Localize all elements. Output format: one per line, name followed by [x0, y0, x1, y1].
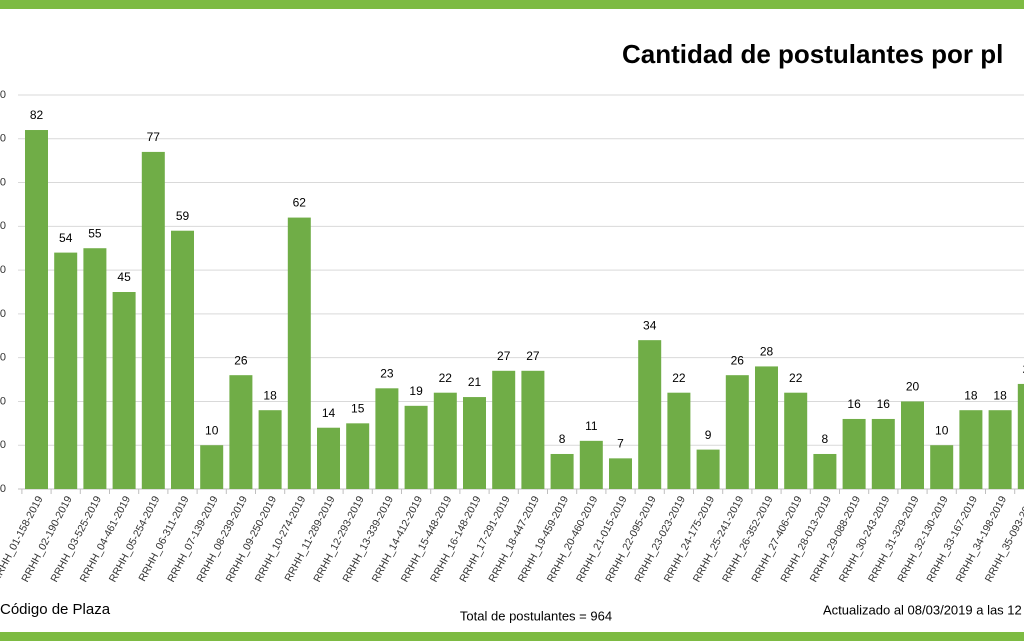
- bar: [755, 366, 778, 489]
- value-label: 14: [322, 406, 336, 420]
- bar: [258, 410, 282, 489]
- value-label: 16: [847, 397, 861, 411]
- value-label: 24: [1023, 362, 1024, 376]
- bar: [25, 130, 48, 489]
- bar: [784, 392, 808, 489]
- bar: [901, 401, 924, 489]
- bar: [141, 151, 165, 489]
- bar: [813, 453, 837, 489]
- bar: [638, 340, 662, 489]
- value-label: 15: [351, 402, 365, 416]
- bar: [112, 292, 136, 489]
- value-label: 7: [617, 437, 624, 451]
- bar: [433, 392, 457, 489]
- y-tick-label: 10: [0, 439, 6, 451]
- total-note: Total de postulantes = 964: [460, 608, 612, 623]
- value-label: 23: [380, 366, 394, 380]
- y-tick-label: 30: [0, 352, 6, 364]
- value-label: 8: [822, 432, 829, 446]
- y-tick-label: 70: [0, 176, 6, 188]
- value-label: 18: [993, 388, 1007, 402]
- y-tick-label: 50: [0, 264, 6, 276]
- bar: [54, 252, 78, 489]
- bottom-stripe: [0, 632, 1024, 641]
- bar: [1017, 383, 1024, 489]
- value-label: 10: [935, 423, 949, 437]
- bar: [463, 397, 486, 489]
- value-label: 10: [205, 423, 219, 437]
- bar: [492, 370, 516, 489]
- value-label: 45: [117, 270, 131, 284]
- bar: [229, 375, 253, 489]
- value-label: 9: [705, 428, 712, 442]
- value-label: 59: [176, 209, 190, 223]
- value-label: 82: [30, 108, 44, 122]
- value-label: 18: [263, 388, 277, 402]
- value-label: 26: [234, 353, 248, 367]
- value-label: 16: [877, 397, 891, 411]
- bar: [171, 230, 194, 489]
- value-label: 28: [760, 345, 774, 359]
- value-label: 22: [789, 371, 803, 385]
- chart-title: Cantidad de postulantes por pl: [622, 39, 1003, 69]
- bar: [317, 427, 340, 489]
- value-label: 19: [409, 384, 423, 398]
- y-tick-label: 20: [0, 395, 6, 407]
- update-note: Actualizado al 08/03/2019 a las 12: [823, 602, 1022, 617]
- bar: [696, 449, 720, 489]
- bar: [200, 445, 224, 489]
- bar: [346, 423, 370, 489]
- bar: [842, 418, 866, 489]
- bar: [579, 440, 603, 489]
- value-label: 11: [585, 419, 598, 433]
- value-label: 55: [88, 226, 102, 240]
- value-label: 26: [731, 353, 745, 367]
- value-label: 54: [59, 231, 73, 245]
- bar: [988, 410, 1012, 489]
- bar: [725, 375, 749, 489]
- value-label: 20: [906, 380, 920, 394]
- value-label: 22: [672, 371, 686, 385]
- bar: [404, 405, 428, 489]
- bar: [287, 217, 311, 490]
- bar: [521, 370, 545, 489]
- x-axis-title: Código de Plaza: [0, 601, 111, 618]
- bar: [930, 445, 954, 489]
- value-label: 21: [468, 375, 482, 389]
- y-tick-label: 60: [0, 220, 6, 232]
- bar: [375, 388, 399, 489]
- value-label: 27: [526, 349, 540, 363]
- value-label: 22: [439, 371, 453, 385]
- bar: [550, 453, 574, 489]
- bar: [871, 418, 895, 489]
- value-label: 8: [559, 432, 566, 446]
- y-tick-label: 40: [0, 308, 6, 320]
- value-label: 27: [497, 349, 511, 363]
- bar: [609, 458, 632, 489]
- bar: [83, 248, 107, 489]
- value-label: 18: [964, 388, 978, 402]
- y-tick-label: 80: [0, 133, 6, 145]
- value-label: 62: [293, 196, 307, 210]
- y-tick-label: 90: [0, 89, 6, 101]
- bar: [667, 392, 691, 489]
- bar: [959, 410, 983, 489]
- value-label: 77: [147, 130, 161, 144]
- top-stripe: [0, 0, 1024, 9]
- value-label: 34: [643, 318, 657, 332]
- y-tick-label: 0: [0, 483, 6, 495]
